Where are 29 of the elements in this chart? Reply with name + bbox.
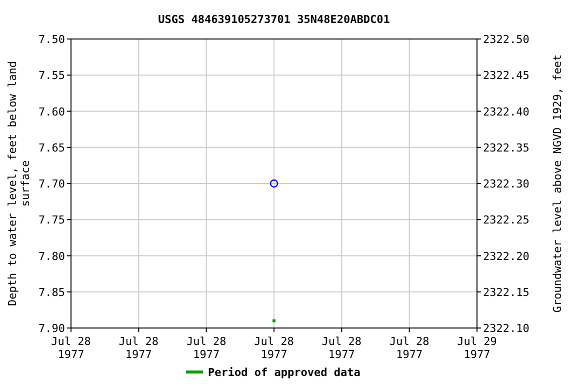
y2-tick-label: 2322.20	[483, 250, 530, 263]
y-tick-label: 7.75	[38, 214, 65, 227]
y2-tick-label: 2322.50	[483, 33, 530, 46]
y2-axis-title: Groundwater level above NGVD 1929, feet	[551, 54, 564, 313]
x-tick-label: Jul 28 1977	[186, 335, 226, 361]
y-tick-label: 7.85	[38, 286, 65, 299]
chart-title: USGS 484639105273701 35N48E20ABDC01	[158, 13, 390, 26]
y2-tick-label: 2322.15	[483, 286, 530, 299]
y-tick-label: 7.90	[38, 322, 65, 335]
y2-tick-label: 2322.25	[483, 214, 530, 227]
x-tick-label: Jul 28 1977	[51, 335, 91, 361]
x-tick-label: Jul 28 1977	[322, 335, 362, 361]
x-tick-label: Jul 28 1977	[254, 335, 294, 361]
y2-tick-label: 2322.35	[483, 141, 530, 154]
y-tick-label: 7.60	[38, 105, 65, 118]
y2-tick-label: 2322.40	[483, 105, 530, 118]
legend-label: Period of approved data	[208, 366, 360, 379]
x-tick-label: Jul 29 1977	[457, 335, 497, 361]
y-axis-title: Depth to water level, feet below land surface	[6, 60, 32, 306]
y-tick-label: 7.70	[38, 178, 65, 190]
y-tick-label: 7.50	[38, 33, 65, 46]
y2-tick-label: 2322.10	[483, 322, 530, 335]
y2-tick-label: 2322.45	[483, 69, 530, 82]
y-tick-label: 7.80	[38, 250, 65, 263]
y-tick-label: 7.65	[38, 141, 65, 154]
x-tick-label: Jul 28 1977	[389, 335, 430, 361]
x-tick-label: Jul 28 1977	[118, 335, 159, 361]
y-tick-label: 7.55	[38, 69, 65, 82]
y2-tick-label: 2322.30	[483, 178, 530, 190]
